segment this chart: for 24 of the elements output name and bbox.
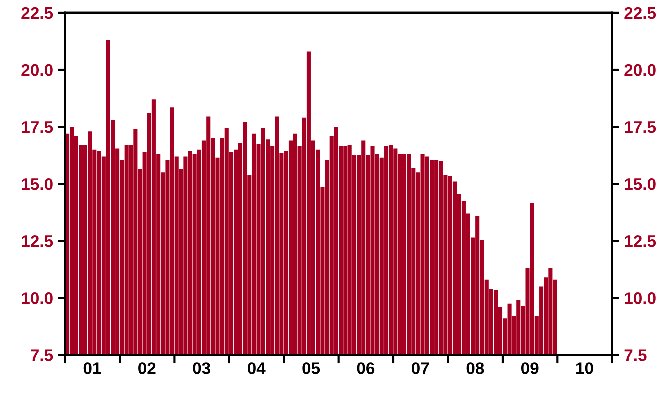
x-tick-label: 06 bbox=[357, 362, 375, 374]
x-tick-label: 10 bbox=[576, 362, 594, 374]
y-tick-label: 12.5 bbox=[22, 236, 54, 248]
x-tick-label: 09 bbox=[521, 362, 539, 374]
y2-tick-label: 15.0 bbox=[625, 178, 656, 190]
y-tick-label: 7.5 bbox=[31, 350, 54, 362]
x-tick-label: 04 bbox=[248, 362, 266, 374]
y2-tick-label: 20.0 bbox=[624, 64, 656, 76]
x-tick-label: 08 bbox=[466, 362, 484, 374]
y2-tick-label: 17.5 bbox=[625, 122, 656, 134]
y2-tick-label: 12.5 bbox=[625, 236, 656, 248]
y2-tick-label: 7.5 bbox=[624, 350, 647, 362]
x-tick-label: 07 bbox=[412, 362, 430, 374]
y2-tick-label: 10.0 bbox=[625, 292, 656, 304]
y-tick-label: 20.0 bbox=[22, 64, 53, 76]
y-tick-label: 17.5 bbox=[22, 122, 54, 134]
y-tick-label: 15.0 bbox=[22, 178, 53, 190]
y-tick-label: 22.5 bbox=[22, 7, 54, 20]
y2-tick-label: 22.5 bbox=[624, 7, 656, 20]
x-tick-label: 05 bbox=[302, 362, 320, 374]
y-tick-label: 10.0 bbox=[22, 292, 53, 304]
x-tick-label: 01 bbox=[84, 362, 102, 374]
x-tick-label: 02 bbox=[138, 362, 156, 374]
x-tick-label: 03 bbox=[193, 362, 210, 374]
